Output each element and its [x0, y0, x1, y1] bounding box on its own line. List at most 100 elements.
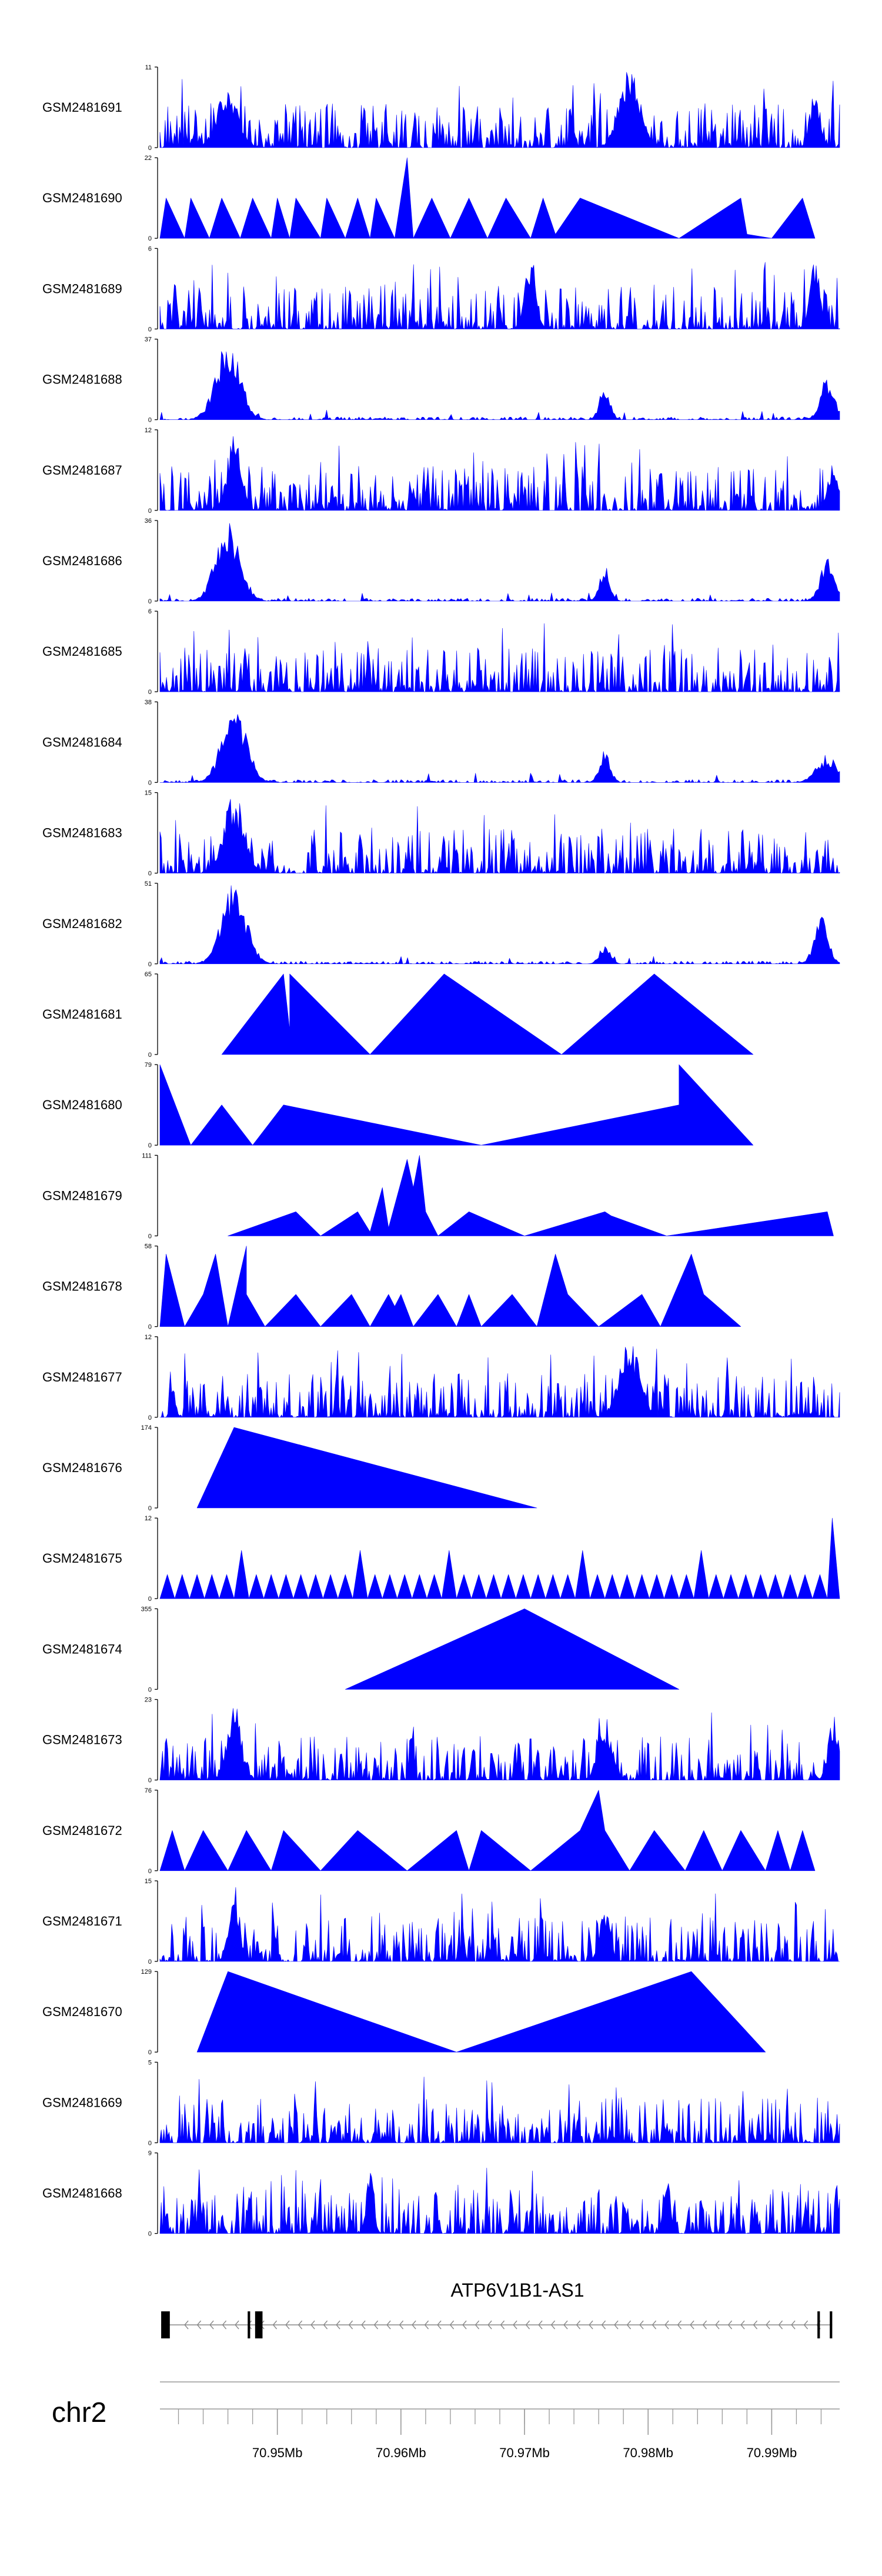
strand-chevron [550, 2320, 556, 2330]
strand-chevron [614, 2320, 619, 2330]
y-zero-label: 0 [148, 779, 152, 786]
strand-chevron [424, 2320, 429, 2330]
y-zero-label: 0 [148, 689, 152, 696]
chromosome-label: chr2 [52, 2397, 106, 2428]
y-max-label: 22 [145, 155, 152, 162]
track-label: GSM2481677 [42, 1370, 122, 1384]
track-label: GSM2481691 [42, 100, 122, 115]
strand-chevron [576, 2320, 581, 2330]
strand-chevron [664, 2320, 669, 2330]
track: GSM2481684 38 0 [42, 699, 840, 786]
strand-chevron [298, 2320, 303, 2330]
track-label: GSM2481688 [42, 372, 122, 387]
y-zero-label: 0 [148, 1777, 152, 1784]
track-label: GSM2481668 [42, 2186, 122, 2201]
exon [830, 2311, 833, 2338]
strand-chevron [690, 2320, 694, 2330]
y-zero-label: 0 [148, 1958, 152, 1966]
track: GSM2481686 36 0 [42, 518, 840, 605]
strand-chevron [803, 2320, 808, 2330]
strand-chevron [235, 2320, 239, 2330]
coverage-area [221, 973, 754, 1055]
y-zero-label: 0 [148, 2140, 152, 2147]
strand-chevron [500, 2320, 505, 2330]
coverage-area [159, 1887, 840, 1962]
y-zero-label: 0 [148, 870, 152, 877]
coverage-area [159, 351, 840, 420]
x-tick-label: 70.95Mb [252, 2445, 303, 2460]
strand-chevron [399, 2320, 404, 2330]
track: GSM2481691 11 0 [42, 64, 840, 152]
strand-chevron [184, 2320, 189, 2330]
exon [255, 2311, 263, 2338]
coverage-area [196, 1427, 537, 1509]
coverage-area [159, 2167, 840, 2234]
exon [161, 2311, 170, 2338]
strand-chevron [766, 2320, 770, 2330]
y-zero-label: 0 [148, 598, 152, 605]
strand-chevron [222, 2320, 227, 2330]
y-max-label: 23 [145, 1697, 152, 1704]
track-label: GSM2481671 [42, 1914, 122, 1928]
y-max-label: 37 [145, 336, 152, 343]
strand-chevron [727, 2320, 733, 2330]
y-zero-label: 0 [148, 1505, 152, 1512]
y-max-label: 6 [148, 245, 152, 252]
y-max-label: 76 [145, 1787, 152, 1794]
coverage-area [159, 799, 840, 873]
track: GSM2481675 12 0 [42, 1515, 840, 1603]
track-label: GSM2481681 [42, 1007, 122, 1022]
y-zero-label: 0 [148, 1596, 152, 1603]
y-zero-label: 0 [148, 145, 152, 152]
coverage-area [228, 1155, 834, 1236]
strand-chevron [753, 2320, 758, 2330]
track: GSM2481689 6 0 [42, 245, 840, 333]
y-max-label: 129 [141, 1968, 152, 1976]
strand-chevron [563, 2320, 568, 2330]
track-label: GSM2481683 [42, 826, 122, 840]
track: GSM2481687 12 0 [42, 427, 840, 515]
track: GSM2481668 9 0 [42, 2150, 840, 2238]
track-label: GSM2481674 [42, 1641, 122, 1656]
track-label: GSM2481678 [42, 1279, 122, 1294]
track: GSM2481677 12 0 [42, 1334, 840, 1422]
exon [248, 2311, 250, 2338]
strand-chevron [740, 2320, 745, 2330]
track: GSM2481679 111 0 [42, 1152, 834, 1240]
strand-chevron [626, 2320, 632, 2330]
gene-annotation: ATP6V1B1-AS1 [161, 2280, 833, 2338]
strand-chevron [702, 2320, 707, 2330]
x-tick-label: 70.96Mb [376, 2445, 426, 2460]
y-max-label: 12 [145, 1334, 152, 1341]
x-tick-label: 70.99Mb [747, 2445, 797, 2460]
strand-chevron [513, 2320, 517, 2330]
coverage-area [159, 714, 840, 783]
strand-chevron [525, 2320, 530, 2330]
y-max-label: 36 [145, 518, 152, 525]
strand-chevron [462, 2320, 467, 2330]
coverage-area [196, 1971, 766, 2053]
track: GSM2481683 15 0 [42, 790, 840, 877]
track: GSM2481690 22 0 [42, 155, 816, 242]
strand-chevron [601, 2320, 606, 2330]
track-label: GSM2481669 [42, 2095, 122, 2110]
track: GSM2481671 15 0 [42, 1878, 840, 1966]
track-label: GSM2481673 [42, 1733, 122, 1747]
track-label: GSM2481676 [42, 1460, 122, 1475]
y-zero-label: 0 [148, 1324, 152, 1331]
strand-chevron [449, 2320, 455, 2330]
y-max-label: 9 [148, 2150, 152, 2157]
track: GSM2481669 5 0 [42, 2059, 840, 2147]
coverage-area [159, 1708, 840, 1780]
y-max-label: 12 [145, 1515, 152, 1522]
strand-chevron [196, 2320, 202, 2330]
y-max-label: 15 [145, 1878, 152, 1885]
y-zero-label: 0 [148, 1868, 152, 1875]
track-label: GSM2481690 [42, 191, 122, 205]
strand-chevron [323, 2320, 328, 2330]
track-label: GSM2481675 [42, 1551, 122, 1566]
track-label: GSM2481687 [42, 463, 122, 478]
coverage-area [159, 523, 840, 602]
y-max-label: 174 [141, 1424, 152, 1432]
coverage-area [159, 72, 840, 148]
